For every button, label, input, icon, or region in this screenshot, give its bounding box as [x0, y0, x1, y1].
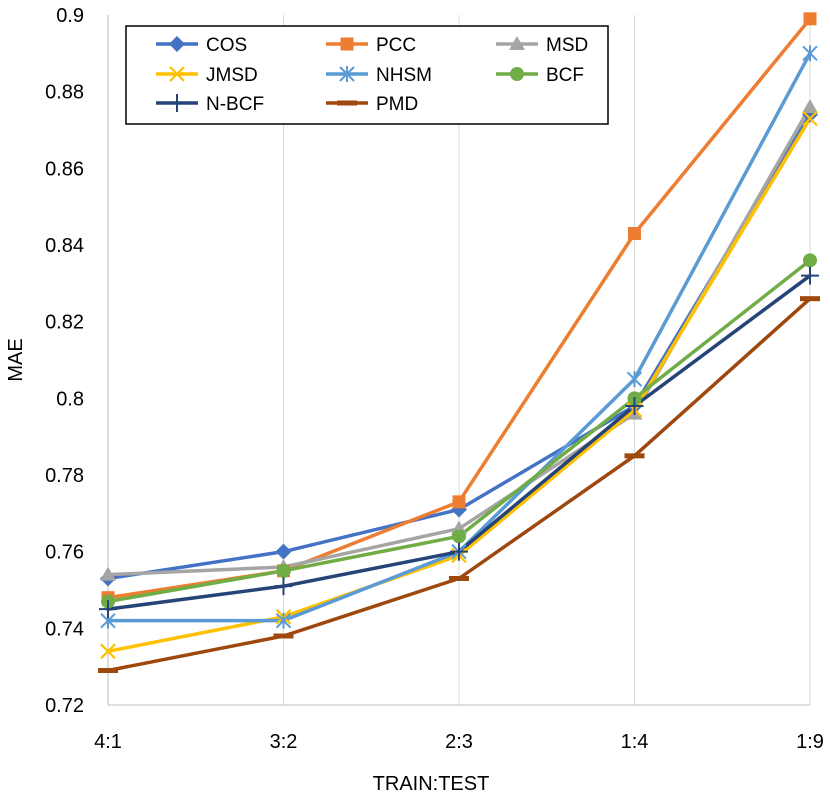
legend-label-bcf: BCF	[546, 65, 584, 86]
legend-label-cos: COS	[206, 35, 247, 56]
point-nhsm	[275, 612, 292, 629]
legend-label-n-bcf: N-BCF	[206, 94, 264, 115]
x-axis-title: TRAIN:TEST	[373, 773, 490, 795]
series-markers	[98, 12, 820, 673]
point-pmd	[273, 633, 294, 639]
y-tick-label: 0.86	[45, 158, 84, 180]
y-tick-label: 0.88	[45, 82, 84, 104]
point-bcf	[452, 529, 466, 544]
point-jmsd	[802, 110, 818, 127]
y-tick-label: 0.84	[45, 235, 84, 257]
legend-marker-jmsd	[169, 66, 185, 82]
legend-marker-cos	[169, 36, 185, 52]
point-n-bcf	[450, 542, 468, 561]
legend-marker-bcf	[510, 67, 524, 81]
legend-marker-pmd	[337, 100, 357, 106]
point-pcc	[628, 227, 641, 240]
point-n-bcf	[625, 397, 644, 415]
x-tick-label: 4:1	[94, 731, 122, 753]
point-bcf	[803, 253, 817, 268]
point-pmd	[800, 296, 820, 302]
y-tick-label: 0.8	[56, 388, 84, 410]
y-tick-label: 0.82	[45, 312, 84, 334]
axes: 0.72 0.74 0.76 0.78 0.8 0.82 0.84 0.86 0.88 0.9 4:…	[45, 5, 824, 753]
point-pcc	[452, 495, 466, 509]
legend-marker-pcc	[340, 37, 354, 51]
legend-marker-n-bcf	[168, 94, 186, 112]
x-tick-label: 3:2	[270, 731, 298, 753]
legend-marker-nhsm	[339, 66, 355, 82]
legend-marker-msd	[509, 36, 525, 50]
point-pmd	[624, 453, 645, 459]
legend: COS PCC MSD JMSD NHSM BCF N-BCF PMD	[125, 25, 609, 125]
point-pmd	[449, 576, 469, 581]
legend-label-jmsd: JMSD	[206, 65, 258, 86]
y-tick-label: 0.9	[56, 5, 84, 27]
point-n-bcf	[801, 266, 819, 285]
legend-label-pcc: PCC	[376, 35, 416, 56]
y-tick-label: 0.72	[45, 695, 84, 717]
legend-label-msd: MSD	[546, 35, 588, 56]
point-bcf	[276, 563, 291, 578]
point-n-bcf	[274, 577, 293, 596]
y-tick-label: 0.74	[45, 618, 84, 640]
legend-label-nhsm: NHSM	[376, 65, 432, 86]
point-jmsd	[100, 643, 116, 660]
point-pmd	[98, 668, 118, 673]
point-n-bcf	[99, 600, 117, 619]
y-tick-label: 0.78	[45, 465, 84, 487]
y-axis-title: MAE	[5, 338, 27, 381]
y-tick-label: 0.76	[45, 542, 84, 564]
point-nhsm	[802, 45, 818, 62]
point-pcc	[803, 12, 817, 26]
point-msd	[100, 566, 116, 581]
point-nhsm	[626, 371, 643, 388]
x-tick-label: 2:3	[445, 731, 473, 753]
legend-label-pmd: PMD	[376, 94, 418, 115]
point-msd	[802, 99, 818, 113]
x-tick-label: 1:4	[621, 731, 649, 753]
point-cos	[275, 543, 292, 560]
x-tick-label: 1:9	[796, 731, 824, 753]
